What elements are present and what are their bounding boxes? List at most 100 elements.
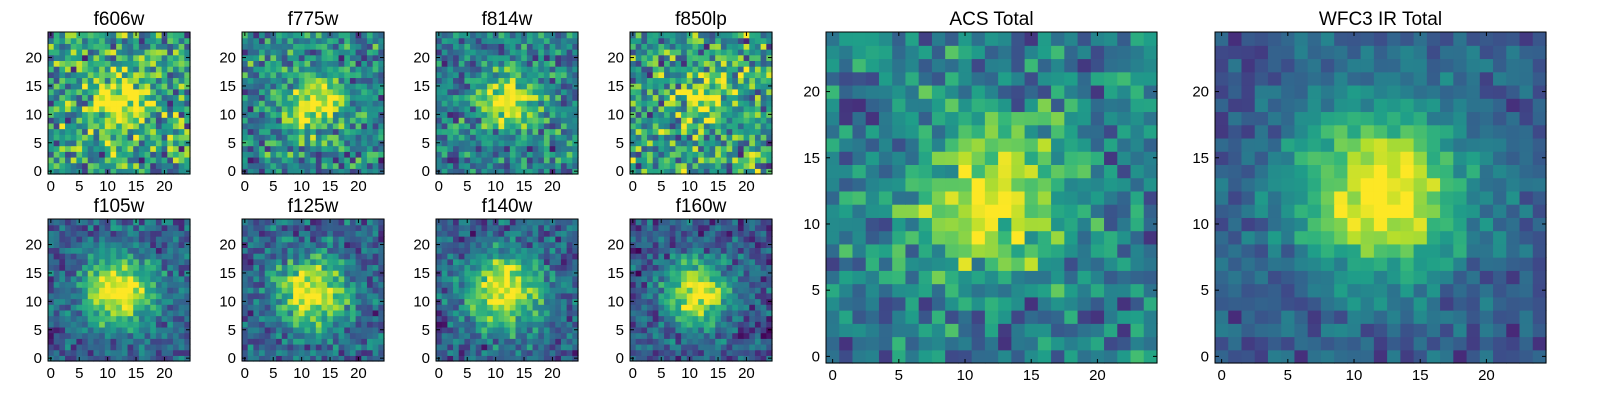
heatmap-cell [155,219,163,226]
heatmap-cell [703,287,711,294]
heatmap-cell [715,49,722,56]
heatmap-cell [53,83,60,90]
heatmap-cell [560,49,568,56]
heatmap-cell [754,122,762,130]
heatmap-cell [630,315,637,322]
heatmap-cell [458,309,465,317]
heatmap-cell [242,304,249,311]
heatmap-cell [526,332,534,339]
heatmap-cell [378,156,385,164]
heatmap-cell [349,321,357,328]
heatmap-cell [127,247,134,254]
heatmap-cell [298,275,306,283]
heatmap-cell [155,151,163,158]
heatmap-cell [504,247,511,254]
heatmap-cell [172,332,180,339]
heatmap-cell [144,264,151,271]
heatmap-cell [253,349,260,356]
heatmap-cell [121,94,129,101]
heatmap-cell [344,66,351,73]
heatmap-cell [515,236,522,243]
heatmap-cell [349,117,357,124]
heatmap-cell [344,117,351,124]
heatmap-cell [372,304,379,311]
heatmap-cell [344,139,351,147]
heatmap-cell [349,230,357,237]
heatmap-cell [270,94,277,101]
heatmap-cell [515,128,522,135]
heatmap-cell [726,151,733,158]
heatmap-cell [521,122,528,130]
heatmap-cell [372,349,379,356]
heatmap-cell [287,145,294,152]
heatmap-cell [675,100,682,107]
heatmap-cell [253,88,260,96]
heatmap-cell [293,37,300,44]
heatmap-cell [161,105,168,113]
heatmap-cell [116,94,123,101]
heatmap-cell [155,105,163,113]
heatmap-cell [184,134,191,141]
heatmap-cell [504,236,511,243]
heatmap-cell [259,49,266,56]
heatmap-cell [760,134,767,141]
heatmap-cell [355,343,362,351]
heatmap-cell [698,355,705,362]
heatmap-cell [549,105,556,113]
heatmap-cell [99,315,106,322]
heatmap-cell [99,349,106,356]
heatmap-cell [82,349,89,356]
heatmap-cell [732,332,739,339]
heatmap-cell [70,326,77,334]
heatmap-cell [538,338,545,345]
heatmap-cell [766,88,773,96]
heatmap-cell [470,332,477,339]
heatmap-cell [498,54,505,61]
heatmap-cell [270,343,277,351]
heatmap-cell [155,270,163,277]
heatmap-cell [276,258,283,266]
heatmap-cell [264,224,271,231]
heatmap-cell [652,32,659,39]
heatmap-cell [242,49,249,56]
heatmap-cell [144,338,151,345]
heatmap-cell [253,151,260,158]
heatmap-cell [441,304,448,311]
heatmap-cell [464,287,471,294]
heatmap-cell [172,128,180,135]
heatmap-cell [247,37,254,44]
heatmap-cell [59,37,66,44]
heatmap-cell [361,349,368,356]
heatmap-cell [48,275,55,283]
heatmap-cell [167,83,174,90]
heatmap-cell [332,253,340,260]
heatmap-cell [715,88,722,96]
heatmap-cell [327,111,334,118]
heatmap-cell [726,111,733,118]
heatmap-cell [59,77,66,84]
heatmap-cell [487,111,494,118]
heatmap-cell [647,355,654,362]
heatmap-cell [247,60,254,67]
heatmap-cell [150,304,157,311]
heatmap-cell [726,168,733,175]
heatmap-cell [253,111,260,118]
heatmap-cell [692,298,699,305]
y-tick-label: 5 [34,135,42,152]
heatmap-cell [59,241,66,248]
heatmap-cell [698,105,705,113]
heatmap-cell [155,94,163,101]
heatmap-cell [349,54,357,61]
heatmap-cell [247,94,254,101]
heatmap-cell [150,264,157,271]
heatmap-cell [487,100,494,107]
heatmap-cell [48,60,55,67]
heatmap-cell [766,145,773,152]
heatmap-cell [698,298,705,305]
heatmap-cell [509,122,517,130]
heatmap-cell [361,219,368,226]
heatmap-cell [698,49,705,56]
heatmap-cell [669,287,677,294]
heatmap-cell [167,66,174,73]
heatmap-cell [698,343,705,351]
